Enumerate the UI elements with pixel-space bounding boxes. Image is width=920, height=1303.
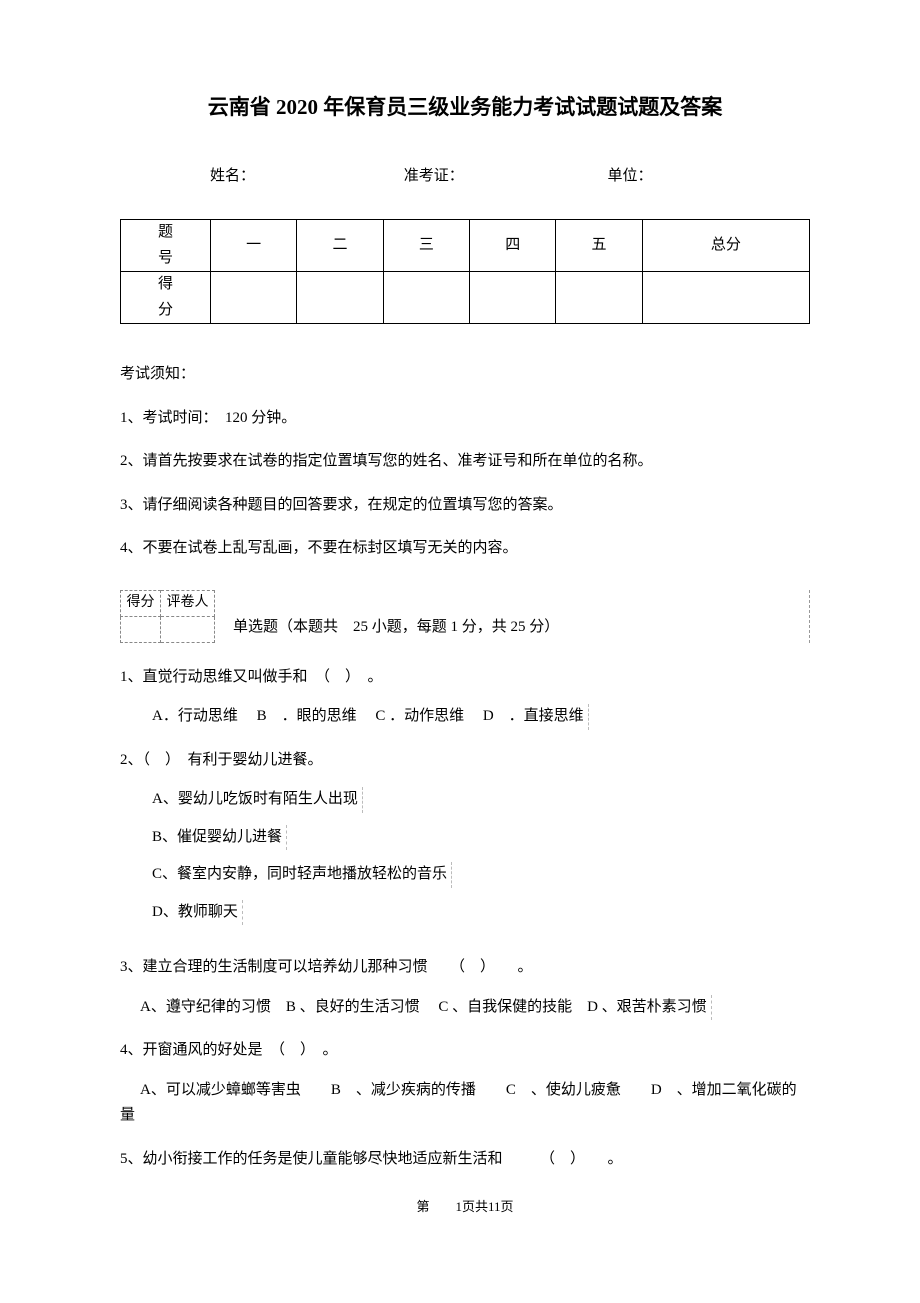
section-title: 单选题（本题共 25 小题，每题 1 分，共 25 分） [215, 615, 803, 643]
question-stem: 4、开窗通风的好处是 （ ） 。 [120, 1038, 810, 1064]
option: A、婴幼儿吃饭时有陌生人出现 [152, 787, 363, 813]
question-options: A、婴幼儿吃饭时有陌生人出现 B、催促婴幼儿进餐 C、餐室内安静，同时轻声地播放… [120, 787, 810, 937]
section-header-row: 得分 评卷人 单选题（本题共 25 小题，每题 1 分，共 25 分） [120, 590, 810, 643]
grader-table: 得分 评卷人 [120, 590, 215, 643]
question-options: A．行动思维 B ．眼的思维 C ．动作思维 D ．直接思维 [120, 704, 810, 730]
unit-label: 单位： [608, 164, 653, 190]
score-col: 五 [556, 220, 642, 272]
option-inline: A．行动思维 B ．眼的思维 C ．动作思维 D ．直接思维 [152, 704, 589, 730]
question-stem: 3、建立合理的生活制度可以培养幼儿那种习惯 （ ） 。 [120, 955, 810, 981]
score-col: 总分 [642, 220, 809, 272]
score-col: 四 [470, 220, 556, 272]
question: 1、直觉行动思维又叫做手和 （ ） 。 A．行动思维 B ．眼的思维 C ．动作… [120, 665, 810, 730]
question-options: A、遵守纪律的习惯 B 、良好的生活习惯 C 、自我保健的技能 D 、艰苦朴素习… [120, 995, 810, 1021]
option: B、催促婴幼儿进餐 [152, 825, 287, 851]
ticket-label: 准考证： [404, 164, 604, 190]
question-stem: 5、幼小衔接工作的任务是使儿童能够尽快地适应新生活和 （ ） 。 [120, 1147, 810, 1173]
question: 3、建立合理的生活制度可以培养幼儿那种习惯 （ ） 。 A、遵守纪律的习惯 B … [120, 955, 810, 1020]
score-cell [642, 272, 809, 324]
notice-item: 3、请仔细阅读各种题目的回答要求，在规定的位置填写您的答案。 [120, 493, 810, 519]
page-title: 云南省 2020 年保育员三级业务能力考试试题试题及答案 [120, 90, 810, 126]
score-cell [470, 272, 556, 324]
score-cell [383, 272, 469, 324]
notice-item: 2、请首先按要求在试卷的指定位置填写您的姓名、准考证号和所在单位的名称。 [120, 449, 810, 475]
question-options: A、可以减少蟑螂等害虫 B 、减少疾病的传播 C 、使幼儿疲惫 D 、增加二氧化… [120, 1078, 810, 1104]
score-col: 一 [211, 220, 297, 272]
question: 5、幼小衔接工作的任务是使儿童能够尽快地适应新生活和 （ ） 。 [120, 1147, 810, 1173]
score-cell [211, 272, 297, 324]
option-inline: A、可以减少蟑螂等害虫 B 、减少疾病的传播 C 、使幼儿疲惫 D 、增加二氧化… [140, 1082, 797, 1098]
notice-heading: 考试须知： [120, 362, 810, 388]
question-stem: 2、（ ） 有利于婴幼儿进餐。 [120, 748, 810, 774]
score-col: 三 [383, 220, 469, 272]
notice-item: 4、不要在试卷上乱写乱画，不要在标封区填写无关的内容。 [120, 536, 810, 562]
score-cell [297, 272, 383, 324]
option-continuation: 量 [120, 1103, 810, 1129]
mini-header: 评卷人 [161, 590, 215, 616]
option: D、教师聊天 [152, 900, 243, 926]
page-footer: 第 1页共11页 [120, 1196, 810, 1218]
question: 4、开窗通风的好处是 （ ） 。 A、可以减少蟑螂等害虫 B 、减少疾病的传播 … [120, 1038, 810, 1129]
score-row-label: 得 分 [121, 272, 211, 324]
score-cell [556, 272, 642, 324]
name-label: 姓名： [210, 164, 400, 190]
question: 2、（ ） 有利于婴幼儿进餐。 A、婴幼儿吃饭时有陌生人出现 B、催促婴幼儿进餐… [120, 748, 810, 938]
candidate-info-row: 姓名： 准考证： 单位： [210, 164, 810, 190]
score-table: 题 号 一 二 三 四 五 总分 得 分 [120, 219, 810, 324]
option: C、餐室内安静，同时轻声地播放轻松的音乐 [152, 862, 452, 888]
mini-cell [121, 616, 161, 642]
notice-item: 1、考试时间： 120 分钟。 [120, 406, 810, 432]
score-row-label: 题 号 [121, 220, 211, 272]
mini-header: 得分 [121, 590, 161, 616]
option-inline: A、遵守纪律的习惯 B 、良好的生活习惯 C 、自我保健的技能 D 、艰苦朴素习… [140, 995, 712, 1021]
score-col: 二 [297, 220, 383, 272]
mini-cell [161, 616, 215, 642]
question-stem: 1、直觉行动思维又叫做手和 （ ） 。 [120, 665, 810, 691]
